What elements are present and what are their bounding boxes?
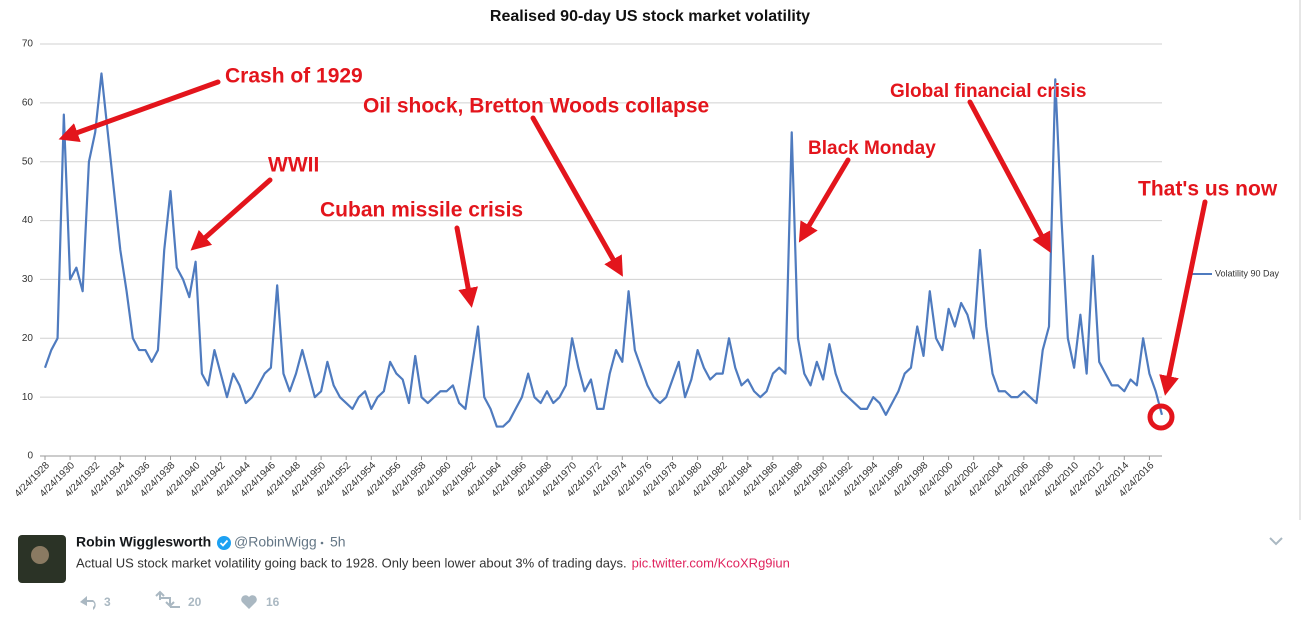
arrow [1159,199,1208,396]
y-tick-label: 70 [22,39,34,50]
reply-count: 3 [104,595,111,609]
arrow [530,115,623,277]
tweet-text: Actual US stock market volatility going … [76,555,627,570]
annotation: Cuban missile crisis [320,199,523,222]
arrow [58,79,221,143]
retweet-count: 20 [188,595,202,609]
y-tick-label: 60 [22,97,34,108]
tweet-link[interactable]: pic.twitter.com/KcoXRg9iun [632,555,790,570]
separator [320,541,324,545]
reply-icon[interactable] [80,596,96,610]
arrow [190,177,273,251]
highlight-circle [1147,403,1175,431]
arrow [798,157,851,243]
y-tick-label: 30 [22,274,34,285]
chart-title: Realised 90-day US stock market volatili… [490,8,810,25]
author-name[interactable]: Robin Wigglesworth [76,534,211,550]
arrows [58,79,1208,396]
annotation: Black Monday [808,138,936,159]
y-tick-label: 50 [22,156,34,167]
arrow [454,225,479,308]
more-menu[interactable] [1269,537,1283,546]
verified-badge [217,536,231,550]
arrow [967,99,1051,253]
annotation: Crash of 1929 [225,65,363,88]
y-tick-label: 0 [27,451,33,462]
legend-label: Volatility 90 Day [1215,268,1280,278]
y-tick-label: 40 [22,215,34,226]
verified-check [219,539,229,547]
annotation: Global financial crisis [890,81,1086,102]
like-count: 16 [266,595,280,609]
y-tick-label: 20 [22,333,34,344]
author-handle[interactable]: @RobinWigg [234,534,317,550]
avatar-face [31,546,49,564]
annotation: That's us now [1138,178,1278,201]
retweet-icon[interactable] [155,590,180,608]
annotation: Oil shock, Bretton Woods collapse [363,95,709,118]
y-tick-label: 10 [22,392,34,403]
tweet-time[interactable]: 5h [330,534,346,550]
annotation: WWII [268,154,319,177]
like-icon[interactable] [241,595,257,609]
series-line [43,72,1164,428]
